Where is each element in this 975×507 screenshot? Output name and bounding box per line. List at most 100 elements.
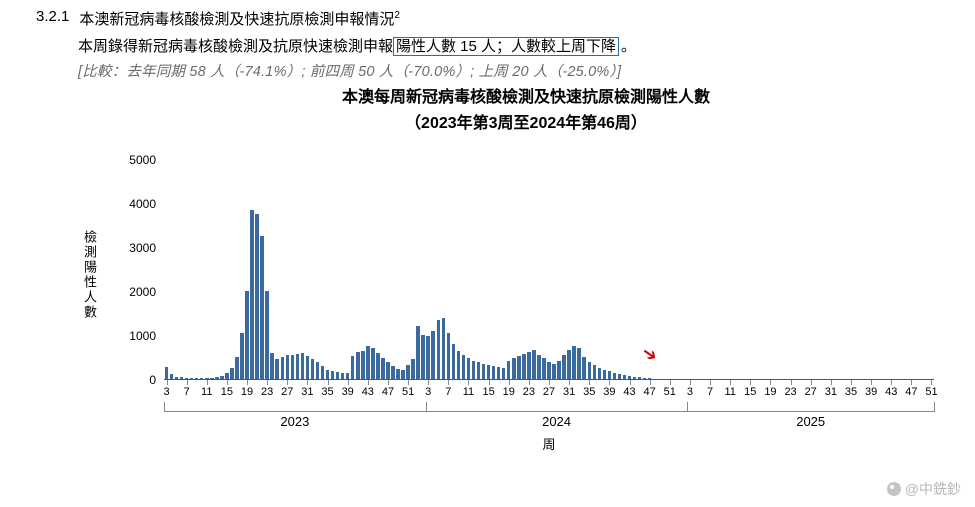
x-tick-label: 43 bbox=[623, 386, 635, 398]
x-tick-mark bbox=[468, 380, 469, 385]
bar bbox=[582, 357, 586, 379]
bar bbox=[165, 367, 169, 379]
bar bbox=[457, 351, 461, 380]
section-heading: 3.2.1 本澳新冠病毒核酸檢測及快速抗原檢測申報情況2 bbox=[36, 8, 957, 29]
y-tick-label: 3000 bbox=[129, 241, 156, 255]
bar bbox=[326, 370, 330, 380]
x-tick-label: 47 bbox=[905, 386, 917, 398]
x-tick-mark bbox=[811, 380, 812, 385]
y-tick-label: 5000 bbox=[129, 153, 156, 167]
x-tick-label: 31 bbox=[825, 386, 837, 398]
bar bbox=[245, 291, 249, 379]
chart: 本澳每周新冠病毒核酸檢測及快速抗原檢測陽性人數 （2023年第3周至2024年第… bbox=[76, 85, 975, 440]
x-tick-label: 31 bbox=[563, 386, 575, 398]
x-tick-mark bbox=[831, 380, 832, 385]
bar bbox=[341, 373, 345, 379]
x-tick-label: 39 bbox=[603, 386, 615, 398]
x-tick-label: 39 bbox=[865, 386, 877, 398]
bar bbox=[628, 376, 632, 380]
x-tick-label: 23 bbox=[784, 386, 796, 398]
bar bbox=[225, 373, 229, 379]
bar bbox=[467, 358, 471, 379]
bar bbox=[421, 335, 425, 379]
body-suffix: 。 bbox=[621, 38, 636, 55]
bar bbox=[185, 378, 189, 380]
bar bbox=[205, 378, 209, 379]
chart-canvas: 檢測陽性人數 010002000300040005000 ➔ 371115192… bbox=[84, 140, 944, 440]
bar bbox=[381, 358, 385, 379]
bar bbox=[376, 353, 380, 379]
x-tick-mark bbox=[489, 380, 490, 385]
bar bbox=[598, 368, 602, 379]
bar bbox=[487, 365, 491, 379]
bar bbox=[593, 365, 597, 379]
year-bracket bbox=[164, 402, 426, 412]
bar bbox=[230, 368, 234, 379]
chart-title: 本澳每周新冠病毒核酸檢測及快速抗原檢測陽性人數 （2023年第3周至2024年第… bbox=[76, 85, 975, 136]
y-tick-label: 2000 bbox=[129, 285, 156, 299]
x-tick-mark bbox=[710, 380, 711, 385]
bar bbox=[542, 358, 546, 379]
bar bbox=[577, 348, 581, 379]
bar bbox=[406, 365, 410, 379]
x-tick-label: 39 bbox=[342, 386, 354, 398]
x-tick-mark bbox=[448, 380, 449, 385]
x-tick-label: 35 bbox=[845, 386, 857, 398]
bar bbox=[532, 350, 536, 379]
x-tick-mark bbox=[791, 380, 792, 385]
bar bbox=[648, 378, 652, 379]
bar bbox=[497, 367, 501, 379]
bar bbox=[265, 291, 269, 379]
x-tick-label: 3 bbox=[425, 386, 431, 398]
x-tick-label: 43 bbox=[362, 386, 374, 398]
bar bbox=[638, 377, 642, 379]
x-tick-mark bbox=[428, 380, 429, 385]
bar bbox=[235, 357, 239, 379]
bar bbox=[175, 377, 179, 380]
bar bbox=[547, 362, 551, 380]
bar bbox=[386, 362, 390, 379]
x-tick-mark bbox=[549, 380, 550, 385]
year-bracket bbox=[426, 402, 688, 412]
bar bbox=[603, 370, 607, 380]
bar bbox=[281, 357, 285, 379]
x-tick-mark bbox=[851, 380, 852, 385]
section-number: 3.2.1 bbox=[36, 8, 69, 29]
bar bbox=[512, 358, 516, 379]
y-axis-label: 檢測陽性人數 bbox=[80, 230, 99, 320]
bar bbox=[426, 336, 430, 379]
bar bbox=[552, 364, 556, 379]
x-tick-label: 27 bbox=[281, 386, 293, 398]
bar bbox=[442, 318, 446, 380]
bar bbox=[180, 377, 184, 379]
bar bbox=[517, 356, 521, 379]
x-tick-mark bbox=[730, 380, 731, 385]
bar bbox=[452, 344, 456, 379]
plot-area: ➔ bbox=[164, 160, 934, 380]
bar bbox=[210, 378, 214, 379]
x-tick-mark bbox=[569, 380, 570, 385]
bar bbox=[633, 377, 637, 380]
x-tick-label: 23 bbox=[523, 386, 535, 398]
bar bbox=[527, 352, 531, 379]
x-tick-label: 51 bbox=[664, 386, 676, 398]
bar bbox=[502, 368, 506, 379]
bar bbox=[260, 236, 264, 379]
bar bbox=[331, 371, 335, 379]
bar bbox=[482, 364, 486, 379]
bar bbox=[396, 369, 400, 380]
x-tick-label: 47 bbox=[644, 386, 656, 398]
bar bbox=[286, 355, 290, 379]
bar bbox=[321, 366, 325, 379]
x-tick-label: 7 bbox=[445, 386, 451, 398]
bar bbox=[416, 326, 420, 379]
bar bbox=[306, 356, 310, 379]
bar bbox=[477, 362, 481, 379]
x-tick-mark bbox=[348, 380, 349, 385]
x-tick-label: 3 bbox=[687, 386, 693, 398]
year-label: 2023 bbox=[280, 414, 309, 429]
bar bbox=[361, 351, 365, 380]
x-tick-mark bbox=[670, 380, 671, 385]
bar bbox=[215, 377, 219, 379]
bar bbox=[296, 354, 300, 380]
